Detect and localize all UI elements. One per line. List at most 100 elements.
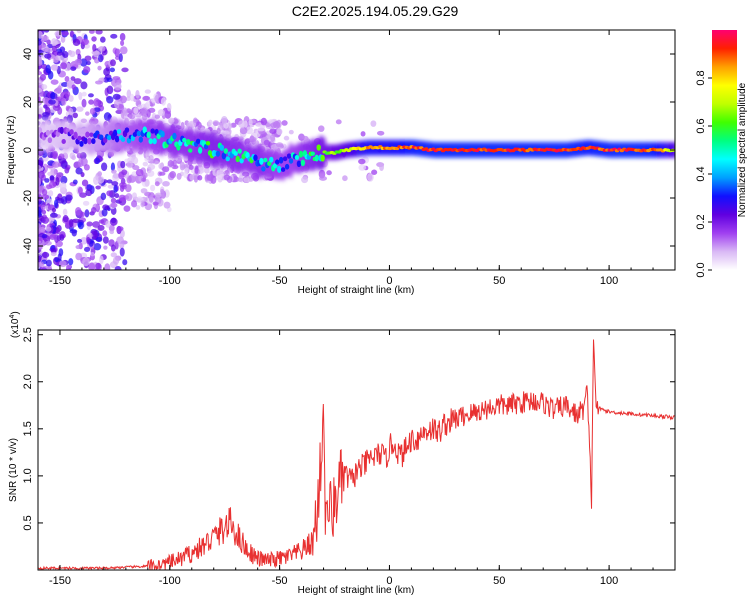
spectrogram-cell [147, 170, 155, 177]
spectrogram-cell [101, 208, 108, 217]
snr-x-axis-label: Height of straight line (km) [298, 585, 415, 596]
x-tick-label: -50 [272, 275, 288, 287]
spectrogram-cell [259, 157, 264, 165]
spectrogram-cell [370, 120, 377, 127]
spectrogram-cell [75, 167, 83, 175]
spectrogram-cell [110, 244, 116, 252]
spectrogram-cell [95, 236, 103, 243]
spectrogram-cell [52, 150, 59, 160]
spectrogram-cell [78, 91, 83, 101]
spectrogram-cell [316, 144, 321, 151]
spectrogram-cell [119, 184, 125, 193]
spectrogram-cell [130, 156, 139, 165]
x-tick-label: -100 [159, 275, 181, 287]
spectrogram-cell [167, 159, 174, 168]
spectrogram-cell [38, 87, 43, 94]
spectrogram-cell [201, 131, 205, 163]
spectrogram-cell [367, 172, 374, 182]
spectrogram-cell [126, 89, 132, 98]
spectrogram-cell [60, 175, 68, 184]
spectrogram-cell [160, 188, 165, 195]
spectrogram-cell [288, 129, 294, 135]
spectrogram-cell [285, 148, 289, 178]
spectrogram-cell [253, 154, 258, 162]
spectrogram-cell [79, 140, 84, 147]
spectrogram-cell [224, 169, 229, 175]
y-tick-label: 1.0 [22, 468, 34, 483]
spectrogram-cell [152, 119, 156, 154]
spectrogram-cell [239, 126, 248, 135]
spectrogram-cell [56, 51, 63, 56]
spectrogram-cell [50, 248, 57, 254]
spectrogram-cell [72, 218, 81, 223]
spectrogram-cell [49, 212, 58, 218]
spectrogram-cell [225, 156, 230, 162]
spectrogram-cell [301, 176, 309, 184]
spectrogram-cell [92, 124, 96, 152]
spectrogram-cell [284, 151, 288, 176]
spectrogram-cell [100, 36, 106, 43]
spectrogram-cell [164, 127, 168, 152]
spectrogram-cell [298, 150, 304, 158]
spectrogram-cell [216, 169, 224, 178]
spectrogram-cell [45, 129, 51, 136]
spectrogram-cell [197, 132, 201, 161]
spectrogram-cell [288, 158, 294, 164]
spectrogram-cell [64, 119, 68, 153]
x-tick-label: 100 [600, 275, 618, 287]
spectrogram-cell [211, 132, 215, 168]
spectrogram-cell [83, 246, 91, 252]
spectrogram-cell [215, 138, 219, 162]
spectrogram-cell [188, 148, 193, 153]
spectrogram-cell [301, 142, 305, 172]
spectrogram-cell [52, 56, 59, 63]
spectrogram-cell [51, 207, 57, 213]
spectrogram-cell [53, 199, 59, 209]
spectrogram-cell [56, 198, 65, 204]
spectrogram-cell [162, 166, 170, 173]
spectrogram-cell [160, 130, 165, 138]
spectrogram-cell [284, 163, 290, 170]
spectrogram-cell [90, 230, 98, 240]
spectrogram-cell [179, 161, 185, 171]
spectrogram-cell [280, 155, 284, 178]
spectrogram-cell [120, 95, 127, 104]
spectrogram-cell [46, 39, 51, 45]
spectrogram-cell [263, 157, 268, 163]
spectrogram-cell [40, 267, 47, 270]
spectrogram-cell [47, 70, 54, 80]
spectrogram-cell [38, 118, 41, 153]
spectrogram-cell [75, 244, 82, 250]
spectrogram-cell [89, 108, 96, 115]
spectrogram-cell [80, 157, 88, 167]
spectrogram-cell [65, 91, 71, 98]
spectrogram-cell [60, 35, 66, 43]
spectrogram-cell [238, 120, 247, 129]
spectrogram-cell [197, 146, 203, 154]
spectrogram-cell [207, 119, 213, 126]
spectrogram-cell [219, 144, 225, 151]
spectrogram-cell [208, 131, 212, 166]
spectrogram-cell [294, 155, 300, 160]
spectrogram-cell [89, 132, 94, 137]
x-tick-label: 50 [493, 575, 505, 587]
spectrogram-cell [38, 39, 42, 46]
spectrogram-cell [159, 171, 166, 176]
spectrogram-cell [310, 151, 315, 156]
spectrogram-cell [162, 180, 170, 187]
spectrogram-cell [51, 38, 58, 47]
spectrogram-cell [79, 211, 85, 218]
spectrogram-cell [106, 179, 113, 184]
spectrogram-cell [105, 220, 111, 228]
spectrogram-cell [80, 81, 88, 90]
spectrogram-cell [109, 67, 116, 73]
spectrogram-cell [148, 194, 154, 203]
spectrogram-cell [152, 201, 159, 206]
spectrogram-cell [180, 121, 185, 130]
spectrogram-cell [85, 189, 93, 197]
spectrogram-cell [176, 172, 182, 180]
x-tick-label: 100 [600, 575, 618, 587]
spectrogram-cell [135, 168, 144, 177]
spectrogram-cell [95, 30, 103, 35]
spectrogram-cell [102, 230, 108, 237]
